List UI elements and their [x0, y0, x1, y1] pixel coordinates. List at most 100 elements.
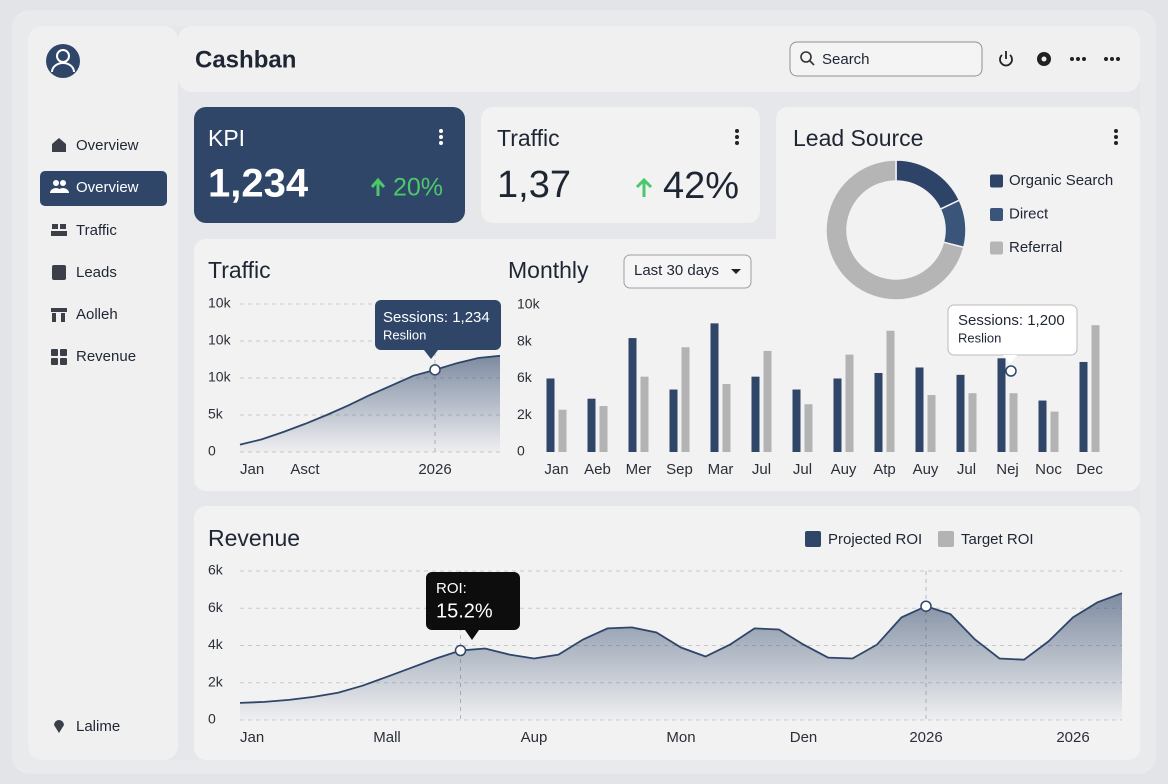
bar [804, 404, 813, 452]
chart-title: Lead Source [793, 125, 923, 151]
area [240, 593, 1122, 720]
power-button[interactable] [999, 51, 1013, 67]
bar [956, 374, 965, 452]
x-tick-label: Jan [240, 729, 264, 746]
bar [1091, 325, 1100, 452]
legend-label: Referral [1009, 239, 1062, 256]
tooltip-title: ROI: [436, 580, 467, 597]
dropdown-label: Last 30 days [634, 262, 719, 279]
bar [927, 395, 936, 452]
bar [599, 406, 608, 452]
y-tick-label: 6k [208, 562, 224, 578]
point-marker [920, 600, 932, 612]
tooltip: ROI: 15.2% [426, 572, 520, 640]
y-tick-label: 2k [208, 673, 224, 689]
y-tick-label: 0 [517, 443, 525, 459]
bar [915, 367, 924, 452]
sidebar-item[interactable]: Overview [76, 179, 139, 196]
x-tick-label: Nej [996, 461, 1019, 478]
up-arrow [370, 177, 386, 196]
y-tick-label: 10k [208, 369, 232, 385]
settings-button[interactable] [1037, 52, 1051, 66]
area [240, 355, 500, 452]
legend-swatch [990, 241, 1003, 255]
y-tick-label: 2k [517, 406, 533, 422]
more-button[interactable] [1104, 57, 1120, 61]
bar [751, 376, 760, 452]
card-menu[interactable] [735, 129, 739, 145]
bar [968, 393, 977, 452]
bar [997, 358, 1006, 452]
legend-swatch [990, 174, 1003, 188]
x-tick-label: Mon [666, 729, 695, 746]
legend-swatch [938, 531, 954, 547]
up-arrow [635, 177, 653, 197]
x-tick-label: Aeb [584, 461, 611, 478]
sidebar-item[interactable]: Revenue [76, 348, 136, 365]
x-tick-label: Noc [1035, 461, 1062, 478]
chart-title: Revenue [208, 525, 300, 551]
legend-swatch [990, 208, 1003, 221]
bar [640, 376, 649, 452]
x-tick-label: Auy [913, 461, 939, 478]
active-item-bg [40, 171, 167, 206]
bar [681, 347, 690, 452]
y-tick-label: 10k [517, 296, 541, 312]
legend-swatch [805, 531, 821, 547]
dropdown-caret [731, 269, 741, 274]
x-tick-label: Jul [752, 461, 771, 478]
x-tick-label: Mall [373, 729, 401, 746]
tooltip-value: 15.2% [436, 600, 493, 622]
sidebar-item[interactable]: Traffic [76, 222, 117, 239]
y-tick-label: 5k [208, 406, 224, 422]
y-tick-label: 6k [517, 369, 533, 385]
bar [845, 354, 854, 452]
y-tick-label: 0 [208, 711, 216, 727]
card-menu[interactable] [439, 129, 443, 145]
tooltip: Sessions: 1,200 Reslion [947, 304, 1078, 377]
bar [722, 384, 731, 452]
bar [833, 378, 842, 452]
bar [1079, 361, 1088, 452]
sidebar-footer[interactable]: Lalime [76, 718, 120, 735]
x-tick-label: Asct [290, 461, 320, 478]
card-menu[interactable] [1114, 129, 1118, 145]
y-tick-label: 10k [208, 332, 232, 348]
kpi-change: 42% [663, 165, 739, 207]
x-tick-label: Den [790, 729, 818, 746]
x-tick-label: 2026 [1056, 729, 1089, 746]
x-tick-label: Dec [1076, 461, 1103, 478]
more-button[interactable] [1070, 57, 1086, 61]
bar [886, 330, 895, 452]
x-tick-label: Jan [240, 461, 264, 478]
kpi-card [194, 107, 465, 223]
sidebar-item[interactable]: Overview [76, 137, 139, 154]
x-tick-label: Mer [626, 461, 652, 478]
legend-label: Target ROI [961, 531, 1034, 548]
x-tick-label: 2026 [418, 461, 451, 478]
point-marker [454, 644, 467, 657]
header-bar [178, 26, 1140, 92]
kpi-card [481, 107, 760, 223]
bar [710, 323, 719, 452]
bar [792, 389, 801, 452]
y-tick-label: 6k [208, 599, 224, 615]
range-dropdown[interactable] [623, 254, 752, 289]
y-tick-label: 4k [208, 636, 224, 652]
app-title: Cashban [195, 46, 296, 73]
search-box[interactable] [789, 41, 983, 77]
sidebar-item[interactable]: Leads [76, 264, 117, 281]
kpi-title: Traffic [497, 125, 560, 151]
sidebar-item[interactable]: Aolleh [76, 306, 118, 323]
sidebar [28, 26, 178, 760]
x-tick-label: Jul [957, 461, 976, 478]
kpi-value: 1,37 [497, 164, 571, 206]
x-tick-label: 2026 [909, 729, 942, 746]
bar [587, 398, 596, 452]
kpi-title: KPI [208, 125, 245, 151]
bar [558, 409, 567, 452]
search-icon [809, 60, 815, 66]
x-tick-label: Atp [873, 461, 896, 478]
bar [874, 372, 883, 452]
